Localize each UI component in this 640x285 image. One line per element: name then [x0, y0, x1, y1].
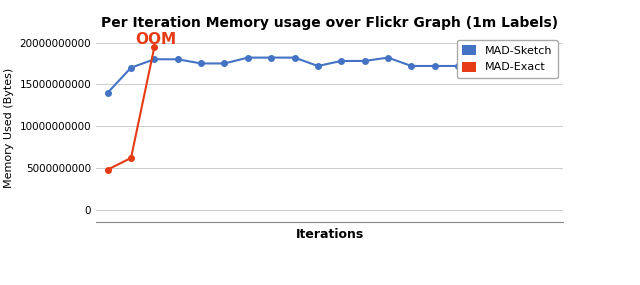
MAD-Sketch — [314, 64, 322, 68]
MAD-Exact — [104, 168, 111, 171]
MAD-Sketch — [431, 64, 438, 68]
MAD-Exact — [150, 45, 158, 48]
MAD-Exact — [127, 156, 135, 160]
MAD-Sketch — [221, 62, 228, 65]
MAD-Sketch — [454, 64, 462, 68]
MAD-Sketch — [174, 58, 182, 61]
Line: MAD-Sketch: MAD-Sketch — [105, 55, 554, 95]
MAD-Sketch — [104, 91, 111, 94]
MAD-Sketch — [127, 66, 135, 69]
MAD-Sketch — [548, 58, 556, 61]
MAD-Sketch — [244, 56, 252, 59]
MAD-Sketch — [408, 64, 415, 68]
MAD-Sketch — [384, 56, 392, 59]
Line: MAD-Exact: MAD-Exact — [105, 44, 157, 172]
MAD-Sketch — [291, 56, 298, 59]
MAD-Sketch — [337, 59, 345, 63]
Text: OOM: OOM — [136, 32, 177, 47]
Title: Per Iteration Memory usage over Flickr Graph (1m Labels): Per Iteration Memory usage over Flickr G… — [101, 16, 558, 30]
Legend: MAD-Sketch, MAD-Exact: MAD-Sketch, MAD-Exact — [457, 40, 557, 78]
MAD-Sketch — [361, 59, 369, 63]
MAD-Sketch — [150, 58, 158, 61]
X-axis label: Iterations: Iterations — [296, 228, 364, 241]
MAD-Sketch — [524, 58, 532, 61]
Y-axis label: Memory Used (Bytes): Memory Used (Bytes) — [4, 68, 14, 188]
MAD-Sketch — [268, 56, 275, 59]
MAD-Sketch — [197, 62, 205, 65]
MAD-Sketch — [477, 64, 485, 68]
MAD-Sketch — [501, 64, 509, 68]
